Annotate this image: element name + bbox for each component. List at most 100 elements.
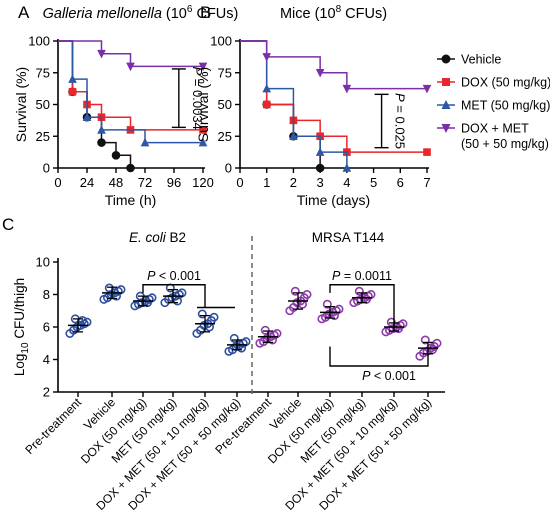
data-point-met	[68, 74, 77, 83]
x-tick-label: 120	[192, 175, 214, 190]
y-tick-label: 0	[43, 161, 50, 176]
data-point-met	[315, 147, 325, 156]
panel-c: C 2 4 6 8 10 Log10 CFU/thigh E. coli B2 Pre-trea…	[2, 215, 445, 513]
y-tick-label: 75	[36, 65, 50, 80]
y-tick-label: 25	[218, 129, 232, 144]
group-title: MRSA T144	[312, 230, 385, 245]
series-line-met	[240, 40, 348, 168]
data-point	[354, 286, 364, 296]
p-value: P < 0.001	[147, 269, 201, 283]
legend-label: DOX (50 mg/kg)	[461, 76, 550, 90]
data-point-dox	[68, 88, 77, 96]
data-point-met	[82, 112, 92, 121]
data-point-vehicle	[126, 163, 135, 173]
data-point	[260, 325, 270, 335]
y-tick-label: 10	[36, 255, 50, 270]
data-point	[229, 333, 239, 343]
y-axis-label: Log10 CFU/thigh	[12, 278, 31, 376]
x-tick-label: 24	[80, 175, 94, 190]
legend-marker-doxmet	[441, 124, 451, 133]
y-tick-label: 8	[43, 287, 50, 302]
panel-a: A Galleria mellonella (106 CFUs) 0 25 50 75 10…	[13, 3, 238, 208]
data-point-doxmet	[342, 84, 352, 94]
x-axis-label: Time (days)	[297, 192, 370, 208]
data-point	[290, 286, 300, 296]
panel-label-c: C	[2, 215, 14, 234]
legend-marker-dox	[442, 78, 450, 86]
y-tick-label: 25	[36, 129, 50, 144]
data-point-vehicle	[97, 138, 106, 147]
x-tick-label: 0	[236, 175, 243, 190]
legend: Vehicle DOX (50 mg/kg) MET (50 mg/kg) DOX +…	[437, 53, 550, 151]
data-point-met	[342, 163, 352, 172]
data-point	[104, 283, 114, 293]
legend-label: DOX + MET	[461, 122, 529, 136]
panel-title: Galleria mellonella (106 CFUs)	[43, 4, 239, 22]
series-line-doxmet	[58, 40, 203, 68]
data-point-vehicle	[315, 163, 325, 173]
x-tick-label: 6	[397, 175, 404, 190]
data-point	[386, 317, 396, 327]
x-tick-label: 5	[370, 175, 377, 190]
x-tick-label: 48	[109, 175, 123, 190]
panel-label-b: B	[200, 3, 211, 22]
x-tick-label: 1	[263, 175, 270, 190]
x-tick-label: 7	[423, 175, 430, 190]
y-tick-label: 50	[36, 97, 50, 112]
p-value: P = 0.0034	[190, 67, 205, 130]
y-tick-label: 6	[43, 320, 50, 335]
comparison-bracket	[329, 346, 429, 367]
y-tick-label: 50	[218, 97, 232, 112]
legend-label: MET (50 mg/kg)	[461, 99, 550, 113]
data-point	[197, 309, 207, 319]
y-tick-label: 75	[218, 65, 232, 80]
y-axis-label: Survival (%)	[13, 67, 29, 142]
data-point-doxmet	[422, 84, 432, 94]
y-axis-label: Survival (%)	[195, 67, 211, 142]
p-value: P = 0.025	[393, 93, 408, 149]
legend-label: (50 + 50 mg/kg)	[461, 137, 549, 151]
data-point-met	[198, 137, 208, 147]
data-point-vehicle	[111, 151, 121, 160]
y-tick-label: 4	[43, 352, 50, 367]
x-tick-label: 0	[54, 175, 61, 190]
x-tick-label: 2	[290, 175, 297, 190]
group-title: E. coli B2	[129, 230, 186, 245]
data-point-dox	[199, 126, 207, 134]
data-point-dox	[423, 148, 431, 156]
data-point-doxmet	[126, 62, 135, 72]
data-point-met	[289, 131, 298, 141]
x-tick-label: Pre-treatment	[22, 395, 84, 457]
legend-marker-vehicle	[441, 54, 451, 64]
p-value: P = 0.0011	[332, 269, 392, 283]
data-point-met	[262, 83, 272, 93]
legend-marker-met	[441, 100, 451, 109]
series-line-met	[58, 40, 203, 144]
data-point-doxmet	[315, 68, 325, 78]
comparison-bracket	[329, 284, 395, 326]
x-tick-label: 96	[167, 175, 181, 190]
x-axis-label: Time (h)	[105, 192, 157, 208]
panel-label-a: A	[18, 3, 30, 22]
series-line-doxmet	[240, 40, 427, 90]
panel-title: Mice (108 CFUs)	[280, 4, 387, 22]
data-point	[432, 338, 442, 348]
data-point	[322, 299, 332, 309]
x-tick-label: 3	[317, 175, 324, 190]
data-point	[393, 324, 403, 334]
data-point	[78, 315, 88, 325]
y-tick-label: 100	[28, 34, 50, 49]
data-point-doxmet	[198, 62, 208, 72]
data-point	[420, 335, 430, 345]
data-point	[302, 289, 312, 299]
comparison-bracket	[142, 284, 206, 308]
panel-b: B Mice (108 CFUs) 0 25 50 75 100 0 1 2 3 4 5 6 7 Time (…	[195, 3, 432, 208]
x-tick-label: 4	[343, 175, 350, 190]
y-tick-label: 0	[225, 161, 232, 176]
data-point-met	[140, 137, 150, 147]
data-point-doxmet	[97, 49, 106, 59]
data-point-doxmet	[262, 53, 272, 62]
legend-label: Vehicle	[461, 53, 501, 67]
data-point-dox	[262, 100, 271, 109]
